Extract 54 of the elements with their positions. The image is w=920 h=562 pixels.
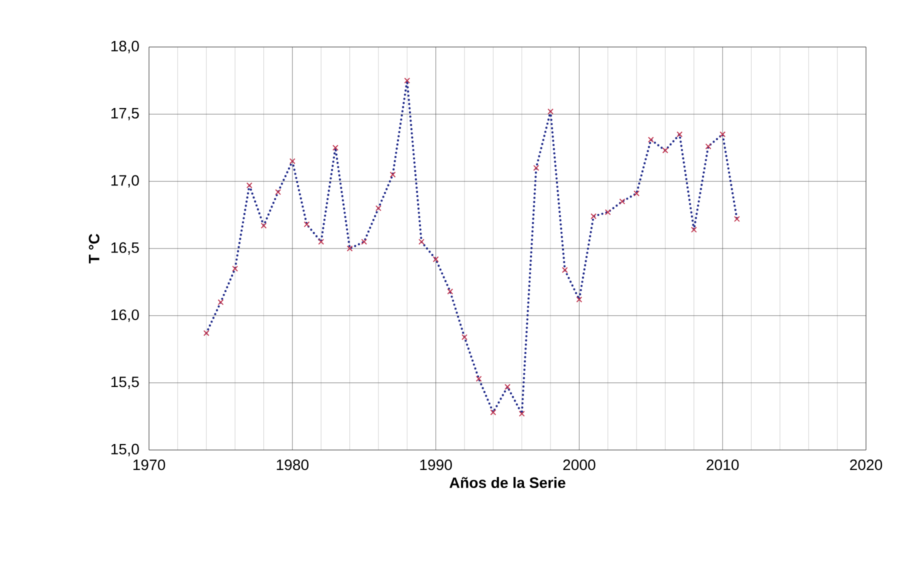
line-series [205, 79, 738, 415]
point [462, 334, 468, 340]
point [476, 376, 482, 382]
point [447, 288, 454, 294]
y-tick-label: 16,0 [111, 309, 139, 322]
point [590, 213, 597, 220]
point [648, 136, 654, 143]
x-tick-label: 1990 [420, 460, 452, 470]
point [289, 158, 296, 164]
x-axis-title: Años de la Serie [450, 477, 566, 488]
point [634, 190, 640, 196]
y-tick-label: 15,0 [111, 444, 139, 456]
point [518, 410, 525, 417]
x-tick-label: 2020 [850, 460, 882, 470]
point [375, 205, 382, 212]
point [705, 143, 712, 150]
y-tick-label: 17,0 [111, 175, 139, 188]
point [361, 238, 368, 245]
x-tick-label: 1980 [276, 460, 308, 470]
point [346, 246, 353, 252]
point [404, 78, 410, 84]
point [690, 226, 697, 233]
point [418, 238, 424, 245]
x-tick-label: 1970 [133, 460, 166, 470]
x-tick-label: 2000 [563, 460, 596, 470]
y-axis-title: T °C [88, 234, 100, 264]
point [332, 144, 338, 151]
point [275, 189, 282, 196]
point [432, 256, 439, 262]
point [203, 330, 210, 336]
x-tick-label: 2010 [706, 460, 739, 470]
point [533, 164, 540, 171]
point [504, 384, 510, 390]
point [246, 182, 252, 188]
point [604, 209, 611, 216]
point [676, 131, 683, 138]
point [720, 131, 726, 138]
point [734, 216, 740, 222]
point [490, 409, 496, 416]
point [390, 172, 396, 178]
point [562, 267, 568, 273]
y-tick-label: 16,5 [111, 242, 139, 255]
point [576, 296, 582, 303]
point [304, 221, 310, 228]
point [318, 238, 324, 245]
y-tick-label: 18,0 [111, 40, 139, 54]
point [548, 108, 554, 114]
point [232, 266, 238, 272]
point [662, 147, 668, 154]
point [260, 222, 267, 229]
point [619, 198, 626, 204]
y-tick-label: 17,5 [111, 108, 139, 120]
y-tick-label: 15,5 [111, 376, 139, 389]
point [218, 299, 224, 306]
